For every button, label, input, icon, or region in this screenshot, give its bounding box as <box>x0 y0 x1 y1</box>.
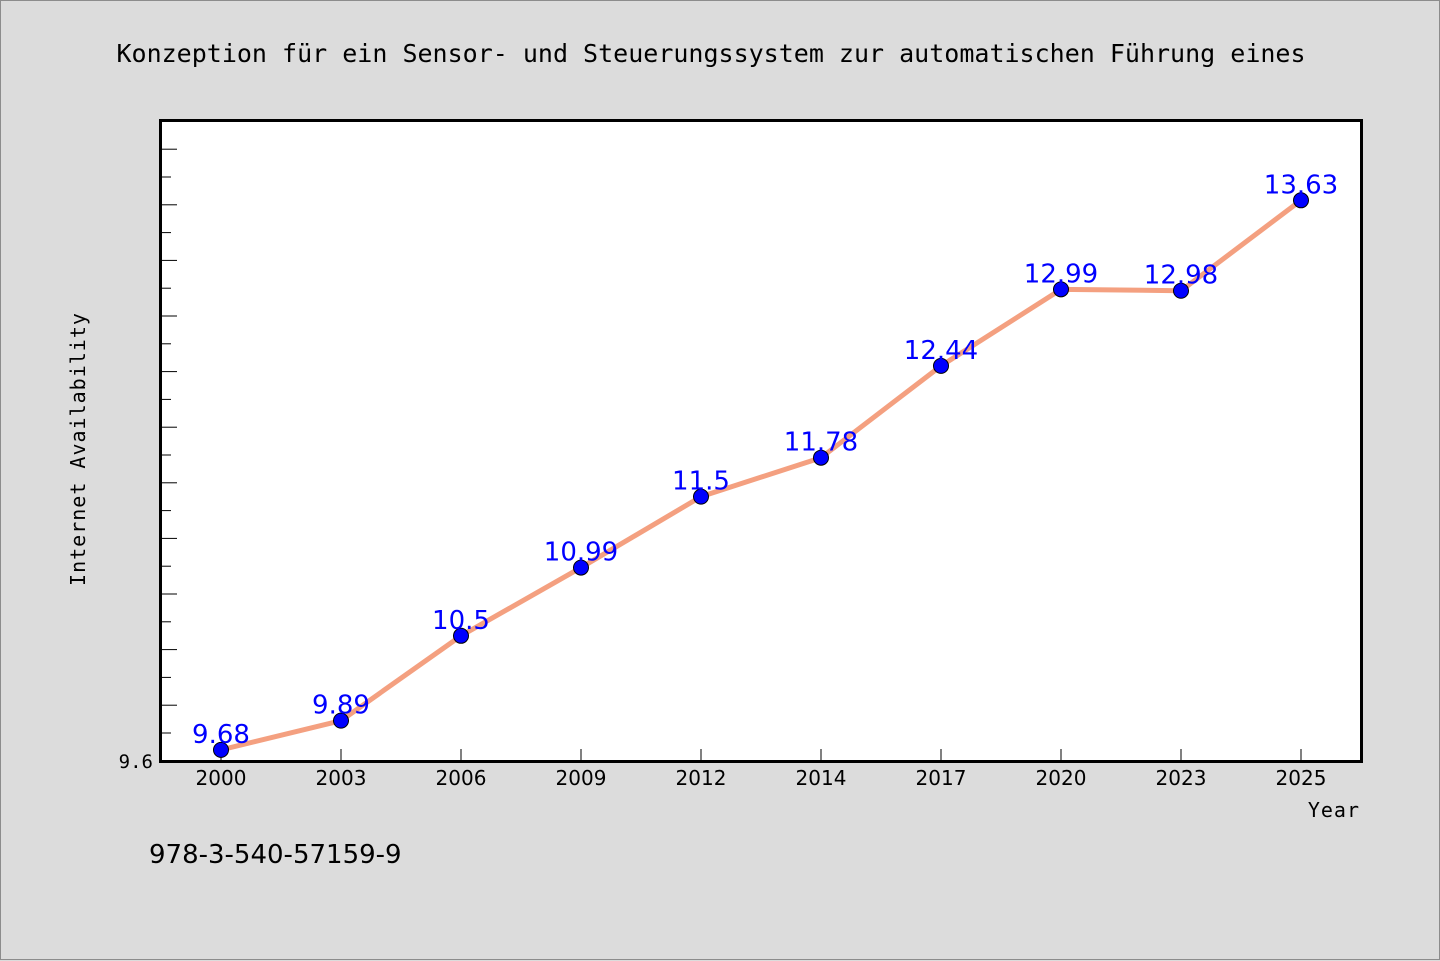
data-point <box>333 712 349 729</box>
x-tick-label: 2003 <box>316 766 367 790</box>
x-axis-ticks: 2000 2003 2006 2009 2012 2014 2017 2020 2023 2025 <box>196 749 1327 790</box>
data-label: 11.78 <box>784 428 858 458</box>
data-point <box>1053 281 1069 298</box>
data-label: 10.99 <box>544 538 618 568</box>
data-label: 12.99 <box>1024 259 1098 289</box>
x-tick-label: 2023 <box>1156 766 1207 790</box>
x-tick-label: 2020 <box>1036 766 1087 790</box>
data-label: 11.5 <box>672 467 730 497</box>
x-tick-label: 2014 <box>796 766 847 790</box>
data-point <box>1173 282 1189 299</box>
x-tick-label: 2006 <box>436 766 487 790</box>
data-label: 10.5 <box>432 606 490 636</box>
data-label: 12.98 <box>1144 261 1218 291</box>
data-point <box>573 559 589 576</box>
data-label: 9.89 <box>312 691 370 721</box>
data-point <box>1293 192 1309 209</box>
data-label: 13.63 <box>1264 170 1338 200</box>
series-line <box>220 198 1303 753</box>
series-layer: 9.68 9.89 10.5 10.99 11.5 11.78 12.44 12.99 12.9… <box>192 170 1338 758</box>
x-tick-label: 2017 <box>916 766 967 790</box>
data-point <box>933 357 949 374</box>
data-point <box>693 488 709 505</box>
plot-area <box>159 119 1363 763</box>
y-axis-ticks <box>161 120 177 734</box>
x-tick-label: 2009 <box>556 766 607 790</box>
footer-isbn: 978-3-540-57159-9 <box>149 840 402 870</box>
x-axis-label: Year <box>1308 798 1360 822</box>
x-tick-label: 2025 <box>1276 766 1327 790</box>
data-point <box>453 627 469 644</box>
data-point <box>213 741 229 758</box>
data-label: 12.44 <box>904 336 978 366</box>
data-label: 9.68 <box>192 720 250 750</box>
chart-title: Konzeption für ein Sensor- und Steuerung… <box>116 39 1305 68</box>
y-tick-label: 9.6 <box>119 751 153 773</box>
y-axis-label: Internet Availability <box>66 312 90 586</box>
data-point <box>813 449 829 466</box>
x-tick-label: 2012 <box>676 766 727 790</box>
x-tick-label: 2000 <box>196 766 247 790</box>
